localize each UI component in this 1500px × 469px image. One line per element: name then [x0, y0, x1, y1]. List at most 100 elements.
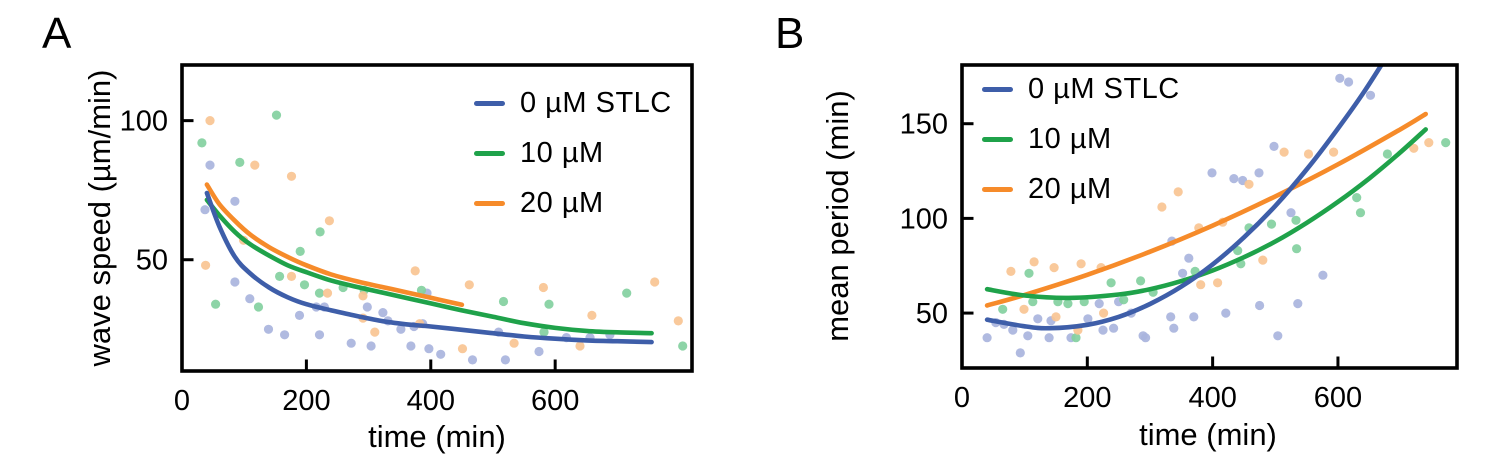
panel-a-letter: A — [42, 9, 72, 58]
data-point-s10 — [1119, 295, 1129, 305]
data-point-s20 — [1006, 266, 1016, 276]
data-point-s10 — [1266, 219, 1277, 229]
data-point-s0 — [1255, 300, 1265, 311]
data-point-s20 — [1076, 259, 1086, 269]
data-point-s20 — [1213, 278, 1223, 288]
panel-B-scatter — [982, 73, 1451, 358]
data-point-s10 — [299, 280, 310, 290]
data-point-s0 — [1023, 331, 1033, 341]
data-point-s10 — [1024, 268, 1034, 278]
y-tick-label: 50 — [916, 298, 948, 330]
data-point-s0 — [1344, 77, 1354, 87]
data-point-s20 — [201, 260, 211, 270]
data-point-s0 — [1008, 325, 1018, 335]
plot-border — [180, 63, 694, 373]
data-point-s0 — [1273, 331, 1283, 341]
data-point-s0 — [378, 308, 388, 318]
data-point-s20 — [509, 338, 519, 348]
data-point-s0 — [346, 338, 356, 348]
data-point-s10 — [1071, 333, 1081, 343]
fit-curve-s0 — [204, 190, 654, 345]
data-point-s10 — [1355, 208, 1366, 218]
legend-swatch-0um-icon — [474, 100, 505, 106]
legend-label-10um: 10 µM — [1028, 122, 1112, 155]
data-point-s0 — [366, 341, 376, 351]
data-point-s0 — [362, 302, 372, 312]
data-point-s0 — [1098, 325, 1108, 335]
data-point-s10 — [498, 296, 509, 307]
data-point-s10 — [1136, 276, 1146, 286]
data-point-s0 — [1169, 323, 1179, 333]
y-tick-label: 50 — [136, 245, 168, 277]
legend-swatch-10um-icon — [474, 150, 505, 156]
data-point-s20 — [587, 310, 597, 320]
data-point-s20 — [322, 288, 333, 298]
data-point-s10 — [253, 302, 264, 312]
data-point-s0 — [1044, 333, 1054, 343]
data-point-s0 — [1221, 308, 1231, 318]
data-point-s20 — [673, 316, 683, 326]
panel-a-legend: 0 µM STLC 10 µM 20 µM — [474, 78, 672, 228]
data-point-s20 — [1196, 280, 1206, 290]
fit-curve-s10 — [204, 197, 654, 336]
data-point-s0 — [406, 341, 416, 351]
data-point-s0 — [314, 330, 325, 340]
data-point-s10 — [235, 157, 245, 167]
data-point-s10 — [1441, 138, 1451, 148]
data-point-s0 — [1335, 73, 1345, 83]
panel-a-xlabel: time (min) — [368, 419, 506, 454]
legend-label-0um: 0 µM STLC — [520, 86, 672, 119]
data-point-s10 — [211, 299, 221, 309]
fit-curve-s0 — [984, 64, 1385, 331]
panel-A-plot: 0 200 400 600 50 100 — [120, 63, 694, 417]
data-point-s10 — [197, 138, 207, 148]
data-point-s20 — [1029, 257, 1039, 267]
data-point-s10 — [315, 227, 325, 237]
data-point-s20 — [538, 282, 549, 293]
data-point-s20 — [1329, 147, 1339, 157]
x-tick-label: 400 — [1188, 382, 1236, 414]
legend-item-10um: 10 µM — [474, 128, 672, 178]
data-point-s20 — [1409, 143, 1419, 153]
data-point-s10 — [678, 341, 688, 351]
legend-swatch-0um-icon — [982, 86, 1013, 92]
data-point-s0 — [436, 349, 446, 359]
data-point-s10 — [539, 327, 549, 337]
legend-item-20um: 20 µM — [474, 178, 672, 228]
fit-curve-s20 — [984, 111, 1428, 308]
data-point-s0 — [1094, 299, 1104, 309]
data-point-s0 — [1033, 314, 1043, 324]
data-point-s20 — [1303, 149, 1314, 159]
x-tick-label: 600 — [1314, 382, 1362, 414]
data-point-s20 — [1173, 187, 1183, 197]
data-point-s0 — [280, 330, 290, 340]
data-point-s10 — [1028, 297, 1038, 307]
data-point-s20 — [324, 216, 334, 226]
data-point-s0 — [1286, 208, 1296, 218]
data-point-s20 — [457, 344, 468, 354]
data-point-s20 — [286, 271, 297, 281]
x-tick-label: 400 — [407, 385, 455, 417]
data-point-s10 — [416, 285, 427, 295]
data-point-s10 — [544, 299, 554, 309]
data-point-s10 — [314, 288, 325, 298]
panel-b-legend: 0 µM STLC 10 µM 20 µM — [982, 64, 1180, 214]
data-point-s10 — [1382, 149, 1392, 159]
data-point-s20 — [358, 291, 368, 301]
data-point-s0 — [1015, 348, 1025, 358]
data-point-s0 — [1109, 323, 1119, 333]
legend-swatch-20um-icon — [474, 200, 505, 206]
data-point-s10 — [275, 271, 285, 281]
panel-b-letter: B — [775, 9, 805, 58]
data-point-s0 — [1318, 270, 1328, 280]
data-point-s10 — [295, 246, 305, 256]
data-point-s0 — [1207, 168, 1217, 178]
data-point-s0 — [424, 344, 434, 354]
data-point-s10 — [1106, 278, 1116, 288]
data-point-s20 — [1258, 255, 1268, 265]
data-point-s10 — [271, 110, 282, 120]
data-point-s10 — [1352, 193, 1362, 203]
data-point-s20 — [1049, 263, 1059, 273]
